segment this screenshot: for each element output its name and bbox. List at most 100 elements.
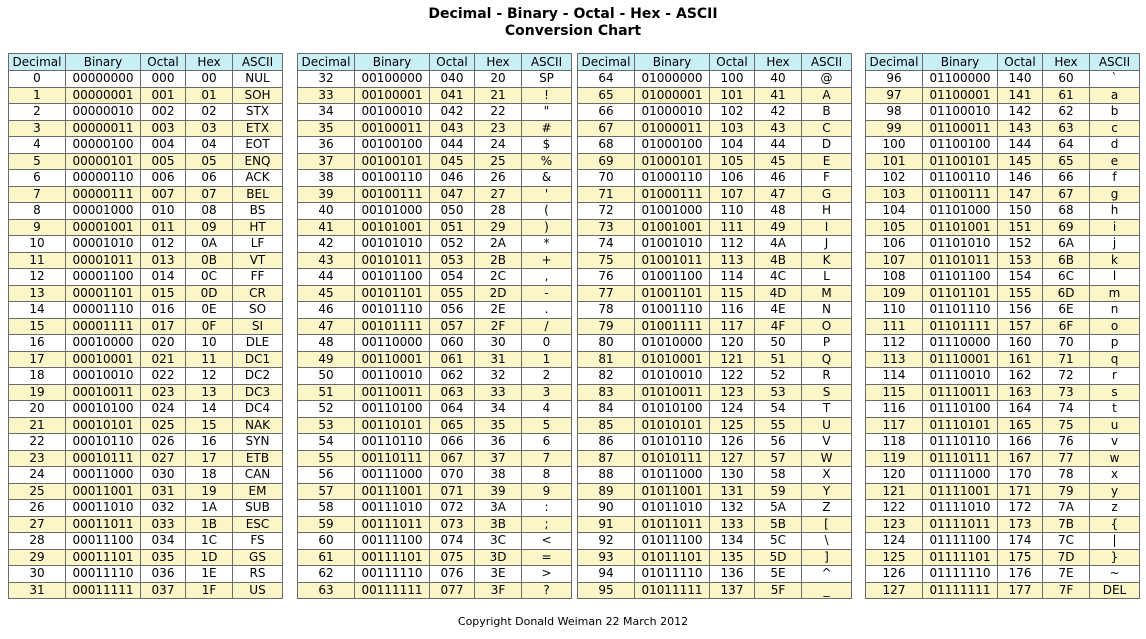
table-row: 86 01010110 126 56 V xyxy=(577,433,852,451)
table-row: 63 00111111 077 3F? xyxy=(297,581,572,599)
ascii-cell: c xyxy=(1089,119,1140,137)
table-row: 7 00000111 007 07 BEL xyxy=(8,185,283,203)
ascii-cell: DC3 xyxy=(232,383,283,401)
table-row: 49 00110001 061 31 1 xyxy=(297,350,572,368)
table-row: 80 01010000 120 50 P xyxy=(577,334,852,352)
hex-cell: 3C xyxy=(474,532,522,550)
ascii-cell: - xyxy=(521,284,572,302)
hex-cell: 58 xyxy=(754,466,802,484)
decimal-cell: 74 xyxy=(577,235,635,253)
table-row: 81 01010001 121 51 Q xyxy=(577,350,852,368)
decimal-cell: 20 xyxy=(8,400,66,418)
binary-cell: 00010100 xyxy=(65,400,141,418)
ascii-cell: DEL xyxy=(1089,581,1140,599)
octal-cell: 032 xyxy=(140,499,186,517)
ascii-cell: ^ xyxy=(801,565,852,583)
hex-cell: 52 xyxy=(754,367,802,385)
hex-cell: 65 xyxy=(1042,152,1090,170)
octal-cell: 132 xyxy=(709,499,755,517)
table-row: 12 00001100 014 0C FF xyxy=(8,268,283,286)
decimal-cell: 12 xyxy=(8,268,66,286)
decimal-cell: 83 xyxy=(577,383,635,401)
hex-cell: 14 xyxy=(185,400,233,418)
table-row: 26 00011010 032 1A SUB xyxy=(8,499,283,517)
column-header-hex: Hex xyxy=(474,53,522,71)
binary-cell: 01010100 xyxy=(634,400,710,418)
table-row: 103 01100111 147 67 g xyxy=(865,185,1140,203)
table-row: 48 00110000 060 30 0 xyxy=(297,334,572,352)
ascii-cell: 4 xyxy=(521,400,572,418)
octal-cell: 164 xyxy=(997,400,1043,418)
hex-cell: 3F xyxy=(474,581,522,599)
hex-cell: 71 xyxy=(1042,350,1090,368)
decimal-cell: 68 xyxy=(577,136,635,154)
octal-cell: 064 xyxy=(429,400,475,418)
binary-cell: 00011010 xyxy=(65,499,141,517)
octal-cell: 013 xyxy=(140,251,186,269)
octal-cell: 123 xyxy=(709,383,755,401)
hex-cell: 75 xyxy=(1042,416,1090,434)
ascii-cell: 6 xyxy=(521,433,572,451)
decimal-cell: 73 xyxy=(577,218,635,236)
decimal-cell: 75 xyxy=(577,251,635,269)
octal-cell: 115 xyxy=(709,284,755,302)
decimal-cell: 98 xyxy=(865,103,923,121)
ascii-cell: DC4 xyxy=(232,400,283,418)
decimal-cell: 5 xyxy=(8,152,66,170)
decimal-cell: 14 xyxy=(8,301,66,319)
octal-cell: 077 xyxy=(429,581,475,599)
chart-title-line1: Decimal - Binary - Octal - Hex - ASCII xyxy=(428,6,718,22)
decimal-cell: 31 xyxy=(8,581,66,599)
decimal-cell: 118 xyxy=(865,433,923,451)
hex-cell: 6E xyxy=(1042,301,1090,319)
binary-cell: 01111101 xyxy=(922,548,998,566)
ascii-cell: DC2 xyxy=(232,367,283,385)
decimal-cell: 54 xyxy=(297,433,355,451)
hex-cell: 01 xyxy=(185,86,233,104)
ascii-cell: ! xyxy=(521,86,572,104)
binary-cell: 00100010 xyxy=(354,103,430,121)
ascii-cell: DLE xyxy=(232,334,283,352)
octal-cell: 150 xyxy=(997,202,1043,220)
octal-cell: 114 xyxy=(709,268,755,286)
ascii-cell: ~ xyxy=(1089,565,1140,583)
octal-cell: 127 xyxy=(709,449,755,467)
binary-cell: 01110011 xyxy=(922,383,998,401)
ascii-cell: = xyxy=(521,548,572,566)
table-row: 101 01100101 145 65 e xyxy=(865,152,1140,170)
binary-cell: 00101101 xyxy=(354,284,430,302)
decimal-cell: 100 xyxy=(865,136,923,154)
hex-cell: 76 xyxy=(1042,433,1090,451)
hex-cell: 04 xyxy=(185,136,233,154)
ascii-cell: ; xyxy=(521,515,572,533)
octal-cell: 144 xyxy=(997,136,1043,154)
table-row: 91 01011011 133 5B[ xyxy=(577,515,852,533)
octal-cell: 141 xyxy=(997,86,1043,104)
table-row: 78 01001110 116 4E N xyxy=(577,301,852,319)
binary-cell: 01101001 xyxy=(922,218,998,236)
octal-cell: 174 xyxy=(997,532,1043,550)
binary-cell: 01001011 xyxy=(634,251,710,269)
binary-cell: 00001010 xyxy=(65,235,141,253)
table-row: 104 01101000 150 68 h xyxy=(865,202,1140,220)
table-row: 111 01101111 157 6F o xyxy=(865,317,1140,335)
octal-cell: 044 xyxy=(429,136,475,154)
table-row: 11 00001011 013 0B VT xyxy=(8,251,283,269)
table-row: 52 00110100 064 34 4 xyxy=(297,400,572,418)
octal-cell: 046 xyxy=(429,169,475,187)
ascii-cell: ] xyxy=(801,548,852,566)
decimal-cell: 64 xyxy=(577,70,635,88)
binary-cell: 00010001 xyxy=(65,350,141,368)
octal-cell: 001 xyxy=(140,86,186,104)
decimal-cell: 93 xyxy=(577,548,635,566)
ascii-table-64-95: Decimal Binary Octal Hex ASCII 64 01000000 100 4… xyxy=(577,53,852,599)
table-row: 3 00000011 003 03 ETX xyxy=(8,119,283,137)
binary-cell: 00111100 xyxy=(354,532,430,550)
octal-cell: 074 xyxy=(429,532,475,550)
table-row: 120 01111000 170 78 x xyxy=(865,466,1140,484)
ascii-cell: n xyxy=(1089,301,1140,319)
table-header-row: Decimal Binary Octal Hex ASCII xyxy=(865,53,1140,71)
octal-cell: 151 xyxy=(997,218,1043,236)
decimal-cell: 1 xyxy=(8,86,66,104)
binary-cell: 01000011 xyxy=(634,119,710,137)
